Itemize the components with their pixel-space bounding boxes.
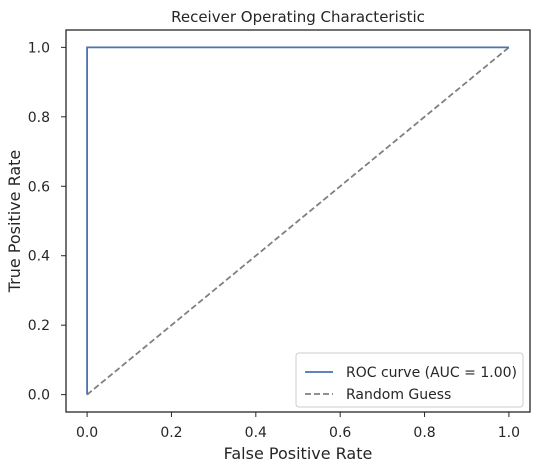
series-layer: [86, 46, 510, 396]
legend: ROC curve (AUC = 1.00) Random Guess: [295, 352, 524, 408]
y-axis-label: True Positive Rate: [5, 150, 24, 294]
x-tick-label: 0.8: [413, 425, 435, 441]
x-axis-label: False Positive Rate: [224, 444, 373, 463]
y-tick-label: 0.0: [28, 388, 50, 404]
y-tick-label: 1.0: [28, 40, 50, 56]
x-tick-label: 0.6: [329, 425, 351, 441]
y-tick-label: 0.2: [28, 318, 50, 334]
y-tick-label: 0.6: [28, 179, 50, 195]
legend-box: [295, 352, 524, 408]
legend-roc-label: ROC curve (AUC = 1.00): [346, 365, 517, 381]
y-tick-label: 0.8: [28, 110, 50, 126]
roc-curve-line: [86, 46, 509, 395]
ticks-layer: 0.0 0.2 0.4 0.6 0.8 1.0 0.0 0.2 0.4 0.6 0.8 1.0: [28, 40, 520, 441]
plot-frame: [65, 29, 531, 413]
x-tick-label: 0.4: [245, 425, 267, 441]
y-tick-label: 0.4: [28, 249, 50, 265]
random-guess-line: [86, 46, 510, 396]
chart-title: Receiver Operating Characteristic: [171, 8, 425, 26]
legend-random-label: Random Guess: [346, 387, 451, 403]
x-tick-label: 0.2: [160, 425, 182, 441]
x-tick-label: 1.0: [498, 425, 520, 441]
x-tick-label: 0.0: [76, 425, 98, 441]
